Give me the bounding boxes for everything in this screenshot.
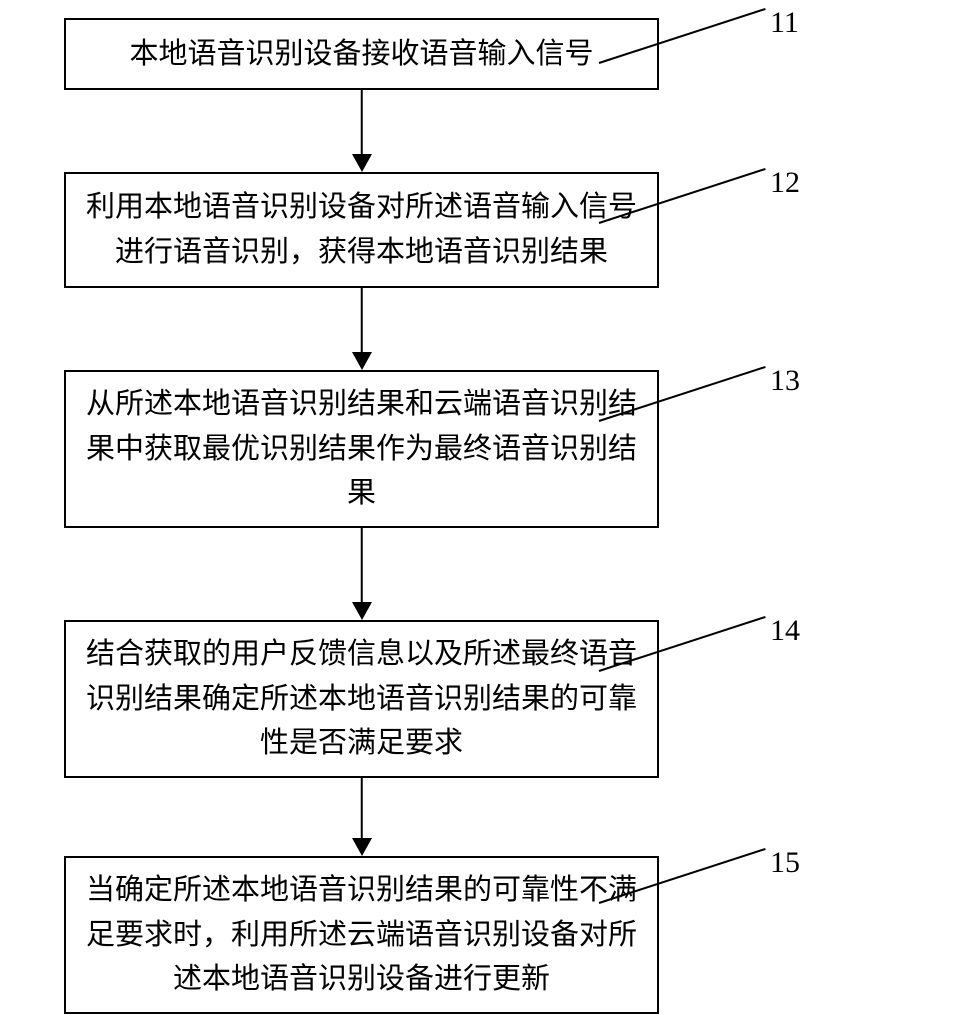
flow-step-12: 利用本地语音识别设备对所述语音输入信号进行语音识别，获得本地语音识别结果: [64, 172, 659, 288]
arrow-head: [352, 838, 372, 856]
flow-step-14: 结合获取的用户反馈信息以及所述最终语音识别结果确定所述本地语音识别结果的可靠性是…: [64, 620, 659, 778]
flow-step-text: 本地语音识别设备接收语音输入信号: [129, 32, 593, 77]
arrow-line: [360, 528, 363, 602]
flow-step-label-15: 15: [770, 846, 800, 880]
arrow-head: [352, 602, 372, 620]
arrow-line: [360, 778, 363, 838]
flow-step-11: 本地语音识别设备接收语音输入信号: [64, 18, 659, 90]
arrow-line: [360, 288, 363, 352]
arrow-head: [352, 352, 372, 370]
flow-step-text: 利用本地语音识别设备对所述语音输入信号进行语音识别，获得本地语音识别结果: [76, 185, 647, 275]
flow-step-label-11: 11: [770, 6, 799, 40]
flow-step-text: 结合获取的用户反馈信息以及所述最终语音识别结果确定所述本地语音识别结果的可靠性是…: [76, 632, 647, 767]
arrow-head: [352, 154, 372, 172]
flow-step-text: 从所述本地语音识别结果和云端语音识别结果中获取最优识别结果作为最终语音识别结果: [76, 382, 647, 517]
flow-step-label-14: 14: [770, 614, 800, 648]
flowchart-canvas: 本地语音识别设备接收语音输入信号 11 利用本地语音识别设备对所述语音输入信号进行语…: [0, 0, 956, 1000]
flow-step-label-12: 12: [770, 166, 800, 200]
arrow-line: [360, 90, 363, 154]
flow-step-text: 当确定所述本地语音识别结果的可靠性不满足要求时，利用所述云端语音识别设备对所述本…: [76, 868, 647, 1003]
flow-step-label-13: 13: [770, 364, 800, 398]
flow-step-13: 从所述本地语音识别结果和云端语音识别结果中获取最优识别结果作为最终语音识别结果: [64, 370, 659, 528]
flow-step-15: 当确定所述本地语音识别结果的可靠性不满足要求时，利用所述云端语音识别设备对所述本…: [64, 856, 659, 1014]
